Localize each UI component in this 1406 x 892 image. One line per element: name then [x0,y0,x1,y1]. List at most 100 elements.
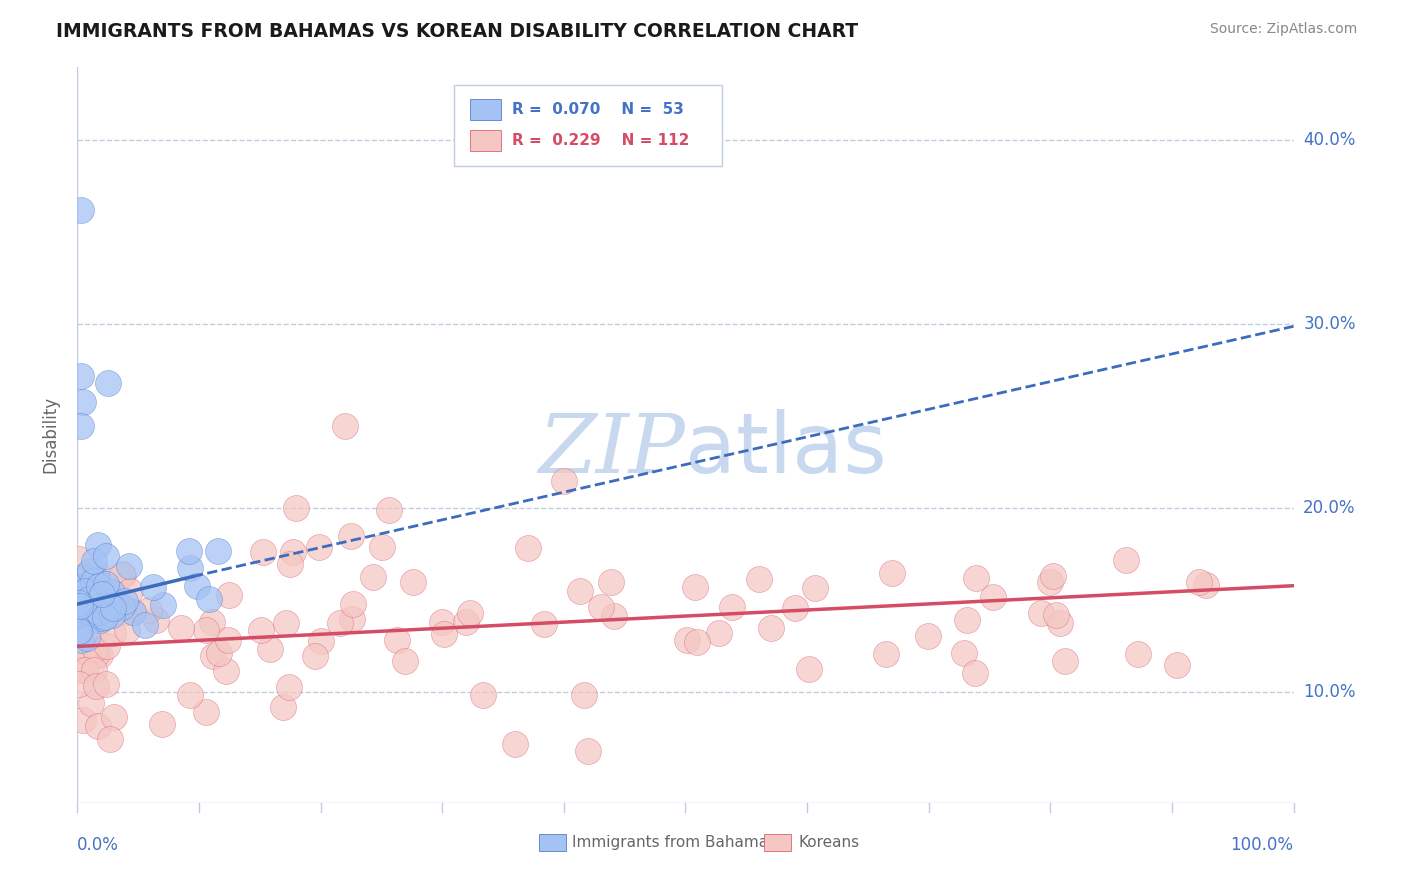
Point [963,665,986,680]
Text: 100.0%: 100.0% [1230,836,1294,854]
Point [66,600,89,615]
Point [875,648,897,662]
Point [67,624,90,638]
Point [675,633,697,648]
Point [86,573,108,587]
Point [111,600,134,615]
Point [72,394,94,409]
Text: ZIP: ZIP [538,409,686,490]
Point [721,600,744,615]
Point [340,611,363,625]
FancyBboxPatch shape [454,86,721,166]
Point [80,613,103,627]
Point [956,613,979,627]
Bar [470,130,501,151]
Point [69,624,91,638]
Point [602,609,624,624]
Point [134,618,156,632]
Point [304,648,326,663]
Point [1042,569,1064,583]
Point [709,626,731,640]
Point [76,645,98,659]
Point [197,592,219,607]
Point [278,558,301,572]
Point [79,696,101,710]
Point [69,663,91,677]
Bar [765,834,792,851]
Point [1188,575,1211,590]
Text: R =  0.229    N = 112: R = 0.229 N = 112 [512,133,689,148]
Point [917,629,939,643]
Point [138,603,160,617]
Point [70,570,93,584]
Point [456,615,478,629]
Text: 0.0%: 0.0% [77,836,120,854]
Point [599,574,621,589]
Point [77,592,100,607]
Point [101,585,124,599]
Point [285,501,308,516]
Text: 20.0%: 20.0% [1303,500,1355,517]
Point [803,581,825,595]
Point [101,626,124,640]
Point [1045,607,1067,622]
Point [218,588,240,602]
Point [114,594,136,608]
Point [785,600,807,615]
Point [93,601,115,615]
Text: IMMIGRANTS FROM BAHAMAS VS KOREAN DISABILITY CORRELATION CHART: IMMIGRANTS FROM BAHAMAS VS KOREAN DISABI… [56,22,859,41]
Point [101,601,124,615]
Text: Disability: Disability [42,396,59,474]
Point [83,642,105,657]
Point [308,540,330,554]
Point [79,603,101,617]
Point [96,677,118,691]
Point [70,369,93,384]
Point [309,633,332,648]
Point [117,558,139,573]
Point [177,543,200,558]
Point [83,554,105,568]
Point [96,640,118,654]
Point [101,607,124,622]
Text: 30.0%: 30.0% [1303,316,1355,334]
Point [195,705,218,719]
Bar [540,834,567,851]
Point [97,599,120,613]
Point [342,597,364,611]
Point [277,680,299,694]
Point [91,587,114,601]
Point [72,607,94,622]
Point [259,642,281,657]
Point [76,631,98,645]
Point [250,623,273,637]
Point [142,580,165,594]
Point [89,648,111,662]
Point [75,583,97,598]
Point [217,633,239,648]
Point [517,541,540,555]
Point [533,616,555,631]
Point [394,654,416,668]
Point [1195,578,1218,592]
Text: Immigrants from Bahamas: Immigrants from Bahamas [572,835,776,850]
Point [1054,654,1077,668]
Point [1049,616,1071,631]
Point [72,613,94,627]
Point [215,664,238,678]
Point [87,578,110,592]
Point [89,614,111,628]
Text: Source: ZipAtlas.com: Source: ZipAtlas.com [1209,22,1357,37]
Point [965,571,987,585]
Point [70,418,93,433]
Point [283,545,305,559]
Point [82,574,104,589]
Point [208,646,231,660]
Point [179,561,201,575]
Point [98,732,121,747]
Point [86,648,108,663]
Point [150,717,173,731]
Point [75,643,97,657]
Point [152,598,174,612]
Point [683,580,706,594]
